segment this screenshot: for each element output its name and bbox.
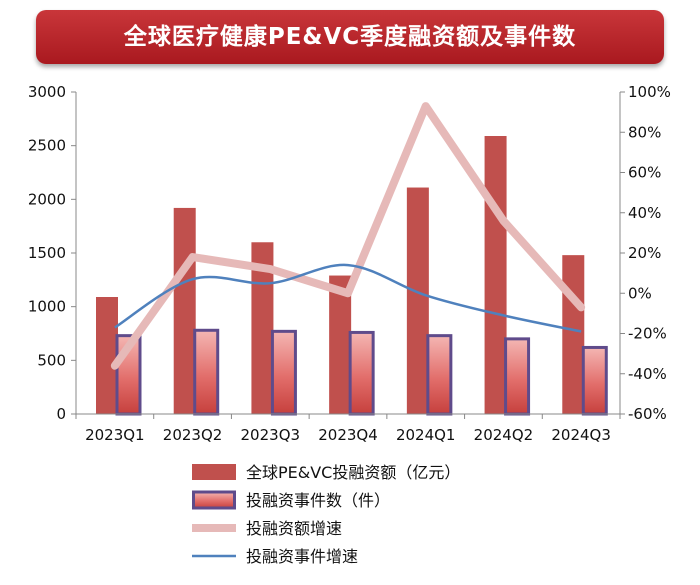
y-right-tick-label: 40% bbox=[628, 204, 661, 222]
bar-amount-2023Q3 bbox=[251, 242, 274, 414]
title-banner: 全球医疗健康PE&VC季度融资额及事件数 bbox=[36, 10, 664, 64]
legend-label-events-growth: 投融资事件增速 bbox=[246, 547, 358, 566]
chart-title: 全球医疗健康PE&VC季度融资额及事件数 bbox=[123, 24, 577, 50]
y-left-tick-label: 3000 bbox=[28, 83, 66, 101]
x-tick-label-2023Q3: 2023Q3 bbox=[241, 426, 301, 444]
bar-events-2023Q4 bbox=[348, 330, 375, 416]
x-tick-label-2023Q4: 2023Q4 bbox=[318, 426, 378, 444]
y-right-tick-label: 60% bbox=[628, 164, 661, 182]
bar-events-2023Q2 bbox=[193, 328, 220, 416]
x-tick-label-2024Q1: 2024Q1 bbox=[396, 426, 456, 444]
x-tick-label-2023Q1: 2023Q1 bbox=[85, 426, 145, 444]
bar-amount-2024Q2 bbox=[484, 136, 507, 415]
legend-label-amount-growth: 投融资额增速 bbox=[246, 519, 342, 538]
x-tick-label-2024Q2: 2024Q2 bbox=[474, 426, 534, 444]
x-tick-label-2023Q2: 2023Q2 bbox=[163, 426, 223, 444]
bar-events-2024Q3 bbox=[581, 345, 608, 416]
legend-swatch-events bbox=[192, 490, 236, 510]
legend-swatch-amount bbox=[192, 464, 236, 480]
bar-amount-2023Q1 bbox=[96, 297, 118, 414]
bar-events-2023Q3 bbox=[270, 329, 297, 416]
y-left-tick-label: 2500 bbox=[28, 137, 66, 155]
y-right-tick-label: 0% bbox=[628, 284, 652, 302]
y-right-tick-label: 100% bbox=[628, 83, 671, 101]
y-right-tick-label: -40% bbox=[628, 365, 667, 383]
bar-events-2024Q1 bbox=[426, 334, 453, 416]
y-right-tick-label: -20% bbox=[628, 325, 667, 343]
legend-label-events: 投融资事件数（件） bbox=[246, 491, 390, 510]
x-tick-label-2024Q3: 2024Q3 bbox=[551, 426, 611, 444]
y-right-tick-label: 80% bbox=[628, 123, 661, 141]
y-left-tick-label: 2000 bbox=[28, 190, 66, 208]
y-left-tick-label: 1000 bbox=[28, 298, 66, 316]
bar-amount-2023Q2 bbox=[173, 207, 196, 414]
y-left-tick-label: 0 bbox=[56, 405, 66, 423]
bar-amount-2024Q1 bbox=[406, 187, 429, 414]
y-right-tick-label: 20% bbox=[628, 244, 661, 262]
y-left-tick-label: 500 bbox=[37, 351, 66, 369]
bar-events-2024Q2 bbox=[504, 337, 531, 416]
legend-label-amount: 全球PE&VC投融资额（亿元） bbox=[246, 463, 460, 482]
bar-amount-2023Q4 bbox=[329, 275, 352, 414]
bar-amount-2024Q3 bbox=[562, 255, 585, 414]
y-left-tick-label: 1500 bbox=[28, 244, 66, 262]
y-right-tick-label: -60% bbox=[628, 405, 667, 423]
